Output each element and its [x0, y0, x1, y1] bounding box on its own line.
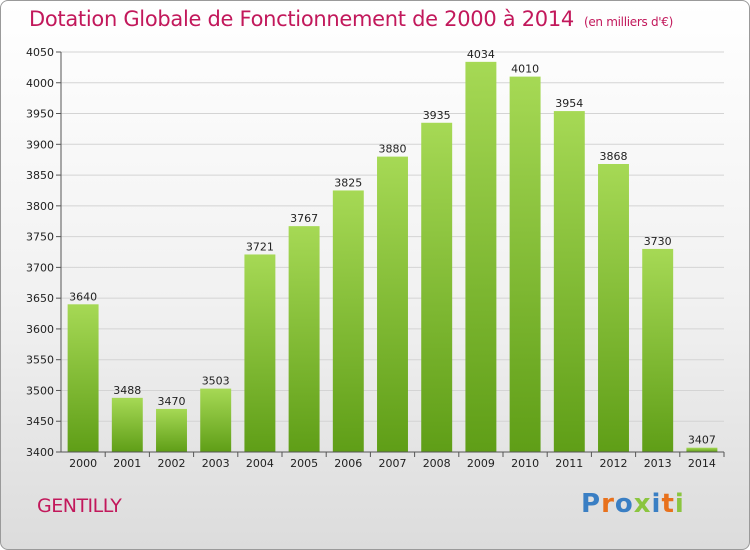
y-tick-label: 3600 — [26, 323, 54, 336]
x-tick-label-2003: 2003 — [202, 457, 230, 470]
data-label-2006: 3825 — [334, 176, 362, 189]
data-label-2009: 4034 — [467, 48, 495, 61]
bar-2002 — [156, 408, 187, 452]
data-label-2003: 3503 — [202, 375, 230, 388]
bar-2014 — [686, 447, 718, 452]
logo-letter: i — [674, 489, 685, 519]
y-tick-label: 4050 — [26, 46, 54, 59]
x-tick-label-2000: 2000 — [69, 457, 97, 470]
logo-letter: r — [601, 489, 615, 519]
data-label-2010: 4010 — [511, 63, 539, 76]
logo-letter: o — [614, 489, 634, 519]
data-label-2011: 3954 — [555, 97, 583, 110]
bar-2000 — [67, 304, 99, 452]
x-tick-label-2011: 2011 — [555, 457, 583, 470]
data-label-2000: 3640 — [69, 290, 97, 303]
logo-letter: x — [633, 489, 652, 519]
chart-title: Dotation Globale de Fonctionnement de 20… — [29, 7, 673, 31]
x-tick-label-2007: 2007 — [379, 457, 407, 470]
bar-2011 — [553, 111, 585, 453]
bar-layer: 3640 3488 3470 3503 3721 3767 3825 3880 3935 4034… — [67, 48, 718, 453]
chart-title-text: Dotation Globale de Fonctionnement de 20… — [29, 7, 574, 31]
proxiti-logo: Proxiti — [581, 489, 685, 519]
bar-2012 — [598, 164, 629, 452]
logo-letter: t — [661, 489, 675, 519]
x-tick-label-2014: 2014 — [688, 457, 716, 470]
data-label-2012: 3868 — [600, 150, 628, 163]
y-tick-label: 3550 — [26, 354, 54, 367]
y-tick-label: 3650 — [26, 292, 54, 305]
y-tick-label: 3400 — [26, 446, 54, 459]
bar-2003 — [200, 388, 232, 452]
data-label-2013: 3730 — [644, 235, 672, 248]
x-tick-label-2006: 2006 — [334, 457, 362, 470]
y-tick-label: 4000 — [26, 77, 54, 90]
data-label-2005: 3767 — [290, 212, 318, 225]
x-tick-label-2009: 2009 — [467, 457, 495, 470]
bar-2007 — [377, 156, 408, 452]
bar-2010 — [509, 76, 541, 452]
y-tick-label: 3750 — [26, 231, 54, 244]
data-label-2014: 3407 — [688, 434, 716, 447]
logo-letter: P — [581, 489, 602, 519]
x-tick-label-2010: 2010 — [511, 457, 539, 470]
x-tick-label-2008: 2008 — [423, 457, 451, 470]
data-label-2008: 3935 — [423, 109, 451, 122]
y-tick-label: 3500 — [26, 384, 54, 397]
logo-letter: i — [651, 489, 662, 519]
data-label-2007: 3880 — [379, 143, 407, 156]
data-label-2004: 3721 — [246, 240, 274, 253]
bar-2008 — [421, 122, 453, 453]
bar-2013 — [642, 248, 674, 452]
data-label-2001: 3488 — [113, 384, 141, 397]
x-tick-label-2013: 2013 — [644, 457, 672, 470]
y-tick-label: 3800 — [26, 200, 54, 213]
y-tick-label: 3850 — [26, 169, 54, 182]
y-tick-label: 3900 — [26, 138, 54, 151]
y-tick-label: 3950 — [26, 108, 54, 121]
bar-2005 — [288, 226, 320, 452]
bar-2009 — [465, 61, 497, 452]
bar-2001 — [111, 397, 143, 452]
x-tick-label-2005: 2005 — [290, 457, 318, 470]
axis-layer: 3400 3450 3500 3550 3600 3650 3700 3750 3800 3850… — [26, 46, 725, 470]
bar-2006 — [332, 190, 364, 452]
chart-unit: (en milliers d'€) — [583, 15, 673, 29]
commune-name: GENTILLY — [37, 495, 122, 517]
x-tick-label-2001: 2001 — [113, 457, 141, 470]
bar-2004 — [244, 254, 276, 452]
data-label-2002: 3470 — [158, 395, 186, 408]
x-tick-label-2002: 2002 — [158, 457, 186, 470]
x-tick-label-2012: 2012 — [600, 457, 628, 470]
y-tick-label: 3700 — [26, 261, 54, 274]
y-tick-label: 3450 — [26, 415, 54, 428]
x-tick-label-2004: 2004 — [246, 457, 274, 470]
